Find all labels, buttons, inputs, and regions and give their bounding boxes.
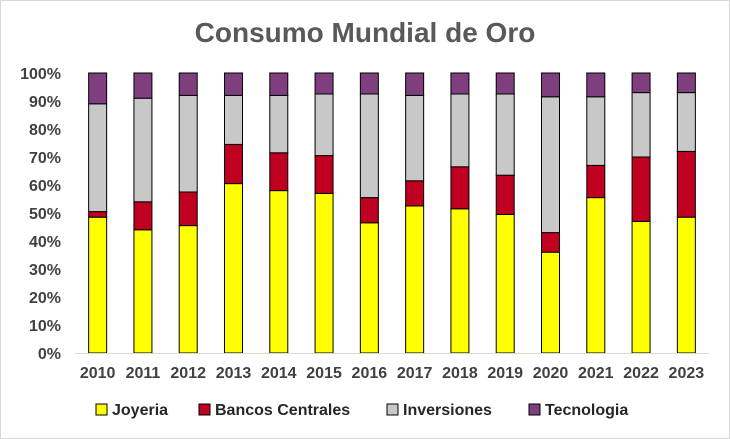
bar-segment — [405, 72, 425, 96]
bar-segment — [586, 164, 606, 199]
bar-segment — [586, 72, 606, 98]
legend-label: Tecnologia — [545, 402, 628, 419]
x-tick-label: 2020 — [533, 365, 569, 382]
legend-label: Bancos Centrales — [215, 402, 350, 419]
bar-segment — [178, 225, 198, 354]
bar-segment — [178, 191, 198, 227]
y-tick-label: 10% — [29, 318, 61, 335]
bar-segment — [541, 251, 560, 354]
x-tick-label: 2019 — [487, 365, 523, 382]
bar-segment — [676, 150, 696, 218]
bar-segment — [224, 183, 243, 354]
bar-segment — [224, 94, 243, 145]
bar-segment — [359, 93, 379, 199]
bar-segment — [541, 72, 560, 98]
y-tick-label: 30% — [29, 262, 61, 279]
y-axis: 0% 10% 20% 30% 40% 50% 60% 70% 80% 90% 100% — [20, 66, 61, 363]
x-tick-label: 2018 — [442, 365, 478, 382]
bar-segment — [359, 197, 379, 224]
legend-label: Inversiones — [403, 402, 492, 419]
legend-swatch — [528, 403, 541, 416]
bar-segment — [269, 190, 289, 354]
legend-swatch — [198, 403, 211, 416]
y-tick-label: 0% — [38, 346, 61, 363]
bar-segment — [495, 213, 515, 354]
bar-segment — [224, 72, 243, 96]
x-tick-label: 2013 — [216, 365, 252, 382]
bar-segment — [88, 216, 108, 354]
legend-swatch — [95, 403, 108, 416]
bar-segment — [631, 72, 651, 94]
bars — [88, 72, 696, 354]
x-tick-label: 2011 — [126, 365, 161, 382]
x-tick-label: 2017 — [397, 365, 433, 382]
y-tick-label: 50% — [29, 206, 61, 223]
bar-segment — [450, 166, 470, 210]
bar-segment — [88, 72, 108, 105]
bar-segment — [133, 72, 153, 99]
bar-segment — [314, 155, 334, 194]
bar-segment — [676, 72, 696, 94]
x-tick-label: 2012 — [170, 365, 206, 382]
legend-label: Joyeria — [112, 402, 168, 419]
bar-segment — [405, 180, 425, 207]
bar-segment — [450, 72, 470, 95]
x-tick-label: 2014 — [261, 365, 297, 382]
bar-segment — [314, 93, 334, 157]
bar-segment — [133, 201, 153, 231]
bar-segment — [450, 93, 470, 168]
bar-segment — [178, 94, 198, 193]
legend-swatch — [386, 403, 399, 416]
bar-segment — [405, 205, 425, 354]
bar-segment — [269, 152, 289, 192]
bar-segment — [88, 103, 108, 213]
y-tick-label: 70% — [29, 150, 61, 167]
bar-segment — [631, 156, 651, 222]
bar-segment — [133, 229, 153, 354]
x-tick-label: 2022 — [623, 365, 659, 382]
y-tick-label: 90% — [29, 94, 61, 111]
bar-segment — [269, 94, 289, 154]
bar-segment — [631, 220, 651, 354]
bar-segment — [133, 97, 153, 203]
bar-segment — [405, 94, 425, 182]
x-tick-label: 2023 — [669, 365, 705, 382]
x-tick-label: 2016 — [352, 365, 388, 382]
chart-title: Consumo Mundial de Oro — [195, 17, 536, 48]
bar-segment — [541, 232, 560, 253]
bar-segment — [541, 96, 560, 234]
x-tick-labels: 2010 2011 2012 2013 2014 2015 2016 2017 2018 2019… — [80, 365, 704, 382]
bar-segment — [178, 72, 198, 96]
bar-segment — [224, 143, 243, 185]
bar-segment — [495, 174, 515, 215]
x-tick-label: 2015 — [306, 365, 342, 382]
x-tick-label: 2010 — [80, 365, 116, 382]
bar-segment — [269, 72, 289, 96]
y-tick-label: 20% — [29, 290, 61, 307]
bar-segment — [88, 211, 108, 218]
bar-segment — [495, 72, 515, 95]
bar-segment — [495, 93, 515, 176]
bar-segment — [314, 192, 334, 354]
y-tick-label: 100% — [20, 66, 61, 83]
bar-segment — [586, 197, 606, 354]
bar-segment — [359, 72, 379, 95]
y-tick-label: 60% — [29, 178, 61, 195]
legend: Joyeria Bancos Centrales Inversiones Tecnol… — [95, 402, 628, 419]
bar-segment — [586, 96, 606, 166]
bar-segment — [676, 216, 696, 354]
bar-segment — [314, 72, 334, 95]
x-tick-label: 2021 — [578, 365, 614, 382]
y-tick-label: 40% — [29, 234, 61, 251]
y-tick-label: 80% — [29, 122, 61, 139]
bar-segment — [631, 92, 651, 158]
bar-segment — [676, 92, 696, 152]
bar-segment — [450, 208, 470, 354]
bar-segment — [359, 222, 379, 354]
